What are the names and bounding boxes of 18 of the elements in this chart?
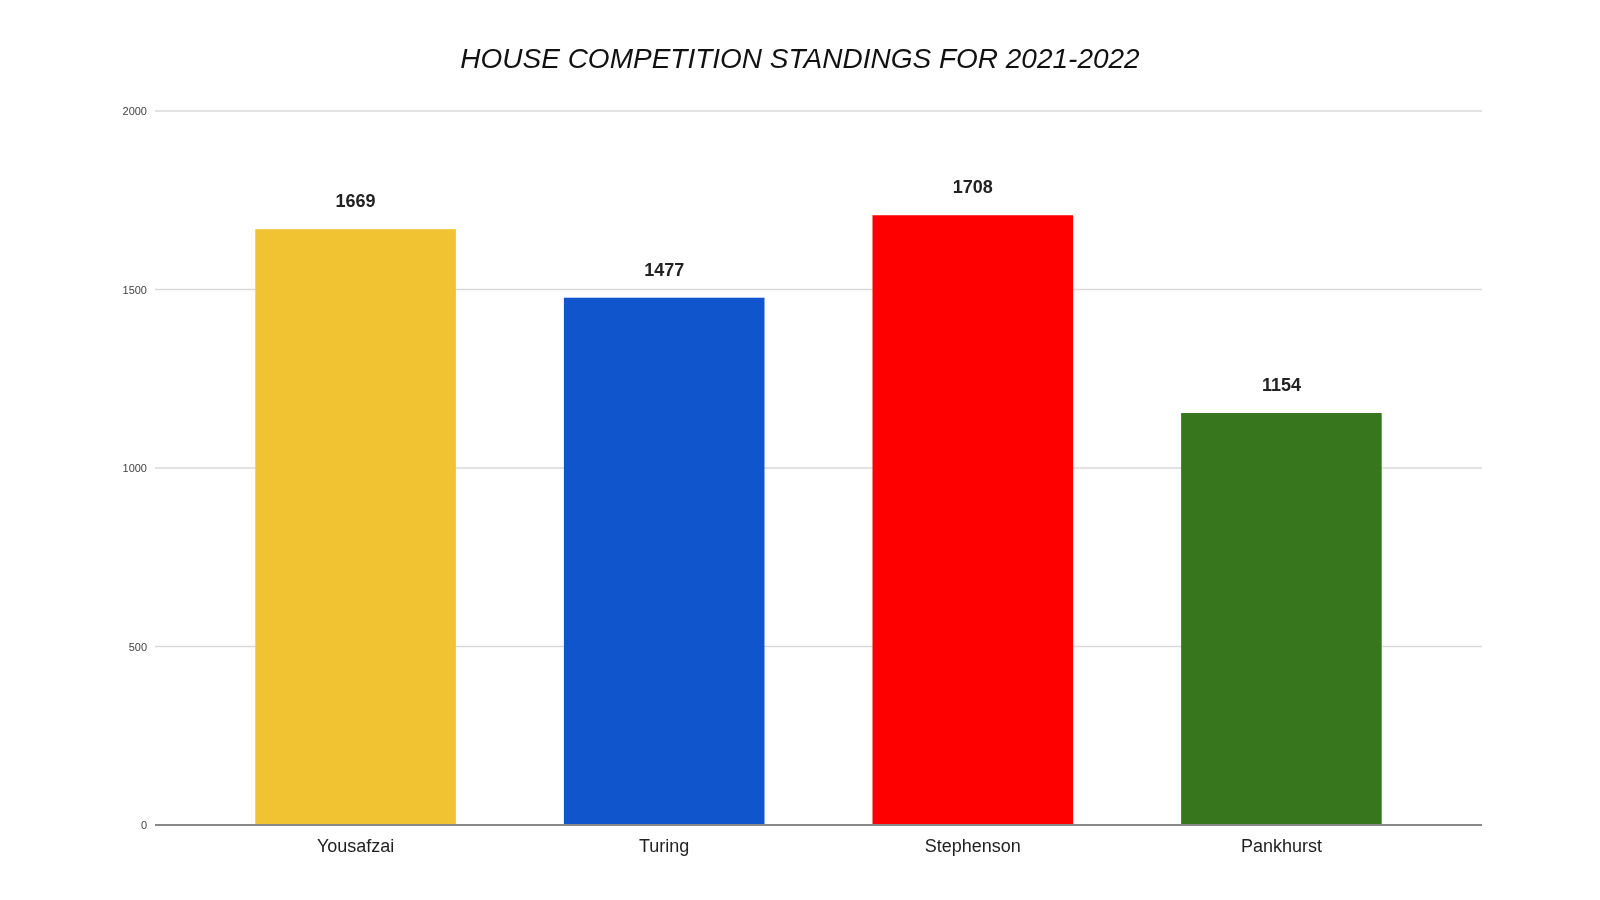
- y-tick-label: 1000: [122, 462, 147, 474]
- bar: [1181, 413, 1382, 825]
- data-label: 1708: [952, 177, 993, 198]
- y-tick-label: 2000: [122, 105, 147, 117]
- bar: [872, 215, 1074, 825]
- data-label: 1477: [644, 259, 685, 280]
- x-tick-label: Yousafzai: [316, 836, 395, 856]
- x-tick-label: Turing: [639, 836, 690, 856]
- chart-title: HOUSE COMPETITION STANDINGS FOR 2021-2022: [460, 43, 1141, 74]
- y-tick-label: 0: [140, 819, 147, 831]
- data-label: 1154: [1261, 375, 1301, 396]
- y-tick-label: 1500: [122, 283, 147, 296]
- bar: [255, 229, 456, 825]
- x-tick-label: Stephenson: [924, 836, 1021, 856]
- y-tick-label: 500: [128, 640, 147, 653]
- bar: [563, 297, 765, 825]
- x-tick-label: Pankhurst: [1240, 836, 1322, 856]
- data-label: 1669: [335, 191, 376, 212]
